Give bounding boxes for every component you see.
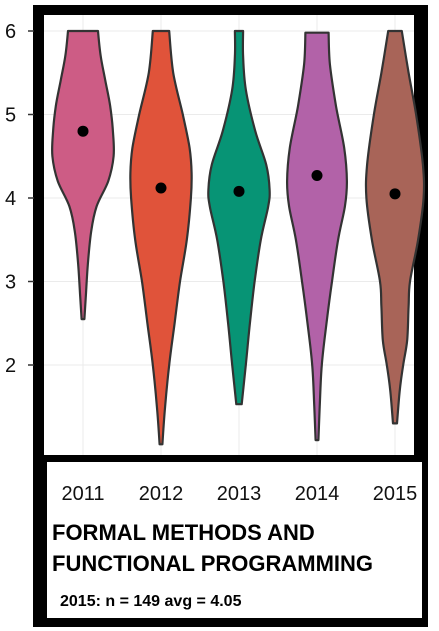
- x-tick-label-2014: 2014: [295, 483, 340, 505]
- mean-point-2011: [77, 125, 89, 137]
- caption-panel: [47, 462, 422, 618]
- x-tick-label-2013: 2013: [217, 483, 262, 505]
- violins: [50, 29, 426, 446]
- violin-2012: [129, 29, 193, 446]
- y-tick-label-4: 4: [5, 188, 16, 210]
- y-tick-label-2: 2: [5, 355, 16, 377]
- violin-2011: [50, 29, 116, 321]
- chart-stats-subtitle: 2015: n = 149 avg = 4.05: [60, 593, 242, 610]
- y-tick-label-6: 6: [5, 21, 16, 43]
- chart-title-line-1: FORMAL METHODS AND: [52, 520, 315, 545]
- y-axis-ticks: 2 3 4 5 6: [5, 21, 34, 377]
- violin-2015: [364, 29, 426, 425]
- mean-point-2013: [233, 185, 245, 197]
- mean-point-2012: [155, 182, 167, 194]
- y-tick-label-3: 3: [5, 272, 16, 294]
- violin-2014: [285, 31, 349, 442]
- mean-point-2015: [389, 188, 401, 200]
- x-tick-label-2012: 2012: [139, 483, 184, 505]
- x-axis-ticks: 2011 2012 2013 2014 2015: [61, 483, 417, 505]
- y-tick-label-5: 5: [5, 105, 16, 127]
- x-tick-label-2011: 2011: [61, 483, 104, 505]
- chart-title-line-2: FUNCTIONAL PROGRAMMING: [52, 551, 373, 576]
- violin-2013: [207, 29, 271, 406]
- x-tick-label-2015: 2015: [373, 483, 418, 505]
- mean-points: [77, 125, 401, 200]
- mean-point-2014: [311, 169, 323, 181]
